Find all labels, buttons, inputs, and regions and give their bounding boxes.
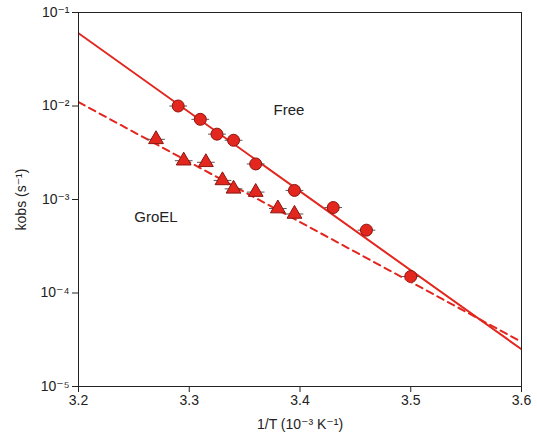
svg-text:3.6: 3.6	[512, 392, 532, 408]
svg-text:10⁻⁵: 10⁻⁵	[41, 378, 70, 394]
svg-text:3.4: 3.4	[290, 392, 310, 408]
svg-text:10⁻²: 10⁻²	[42, 97, 70, 113]
svg-text:10⁻⁴: 10⁻⁴	[41, 284, 70, 300]
svg-text:10⁻³: 10⁻³	[42, 191, 70, 207]
svg-text:3.3: 3.3	[180, 392, 200, 408]
svg-text:kobs (s⁻¹): kobs (s⁻¹)	[13, 169, 29, 231]
svg-text:GroEL: GroEL	[134, 208, 177, 225]
svg-text:3.5: 3.5	[401, 392, 421, 408]
svg-text:1/T (10⁻³ K⁻¹): 1/T (10⁻³ K⁻¹)	[257, 416, 343, 432]
svg-text:3.2: 3.2	[69, 392, 89, 408]
svg-text:Free: Free	[274, 101, 305, 118]
svg-text:10⁻¹: 10⁻¹	[42, 4, 70, 20]
